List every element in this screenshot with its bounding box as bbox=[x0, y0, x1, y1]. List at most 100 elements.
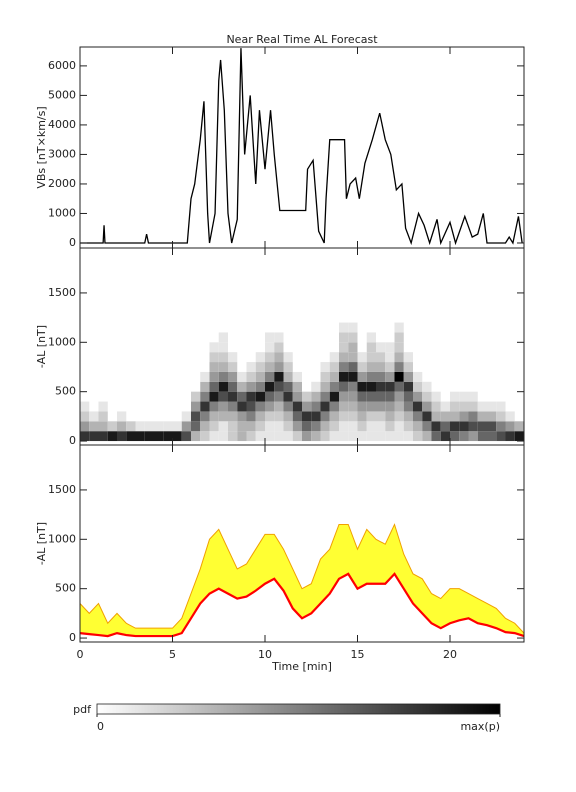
heat-cell bbox=[348, 381, 358, 392]
heat-cell bbox=[107, 421, 117, 432]
heat-cell bbox=[329, 391, 339, 402]
heat-cell bbox=[98, 401, 108, 412]
heat-cell bbox=[218, 342, 228, 353]
heat-cell bbox=[348, 401, 358, 412]
heat-cell bbox=[181, 431, 191, 442]
heat-cell bbox=[403, 401, 413, 412]
heat-cell bbox=[200, 381, 210, 392]
y-tick-label: 6000 bbox=[48, 59, 76, 72]
heat-cell bbox=[126, 431, 136, 442]
heat-cell bbox=[357, 371, 367, 382]
heat-cell bbox=[468, 411, 478, 422]
heat-cell bbox=[468, 401, 478, 412]
heat-cell bbox=[98, 421, 108, 432]
y-tick-label: 4000 bbox=[48, 118, 76, 131]
heat-cell bbox=[255, 421, 265, 432]
heat-cell bbox=[274, 411, 284, 422]
heat-cell bbox=[496, 421, 506, 432]
heat-cell bbox=[246, 371, 256, 382]
heat-cell bbox=[246, 431, 256, 442]
heat-cell bbox=[413, 401, 423, 412]
heat-cell bbox=[487, 401, 497, 412]
heat-cell bbox=[283, 401, 293, 412]
heat-cell bbox=[487, 421, 497, 432]
y-tick-label: 1000 bbox=[48, 335, 76, 348]
heat-cell bbox=[348, 391, 358, 402]
heat-cell bbox=[376, 421, 386, 432]
heat-cell bbox=[209, 362, 219, 372]
heat-cell bbox=[496, 401, 506, 412]
heat-cell bbox=[431, 421, 441, 432]
heat-cell bbox=[218, 421, 228, 432]
heat-cell bbox=[218, 401, 228, 412]
y-tick-label: 2000 bbox=[48, 177, 76, 190]
heat-cell bbox=[320, 362, 330, 372]
heat-cell bbox=[431, 431, 441, 442]
heat-cell bbox=[477, 421, 487, 432]
heat-cell bbox=[209, 401, 219, 412]
heat-cell bbox=[339, 411, 349, 422]
heat-cell bbox=[487, 431, 497, 442]
heat-cell bbox=[339, 371, 349, 382]
heat-cell bbox=[514, 421, 524, 432]
heat-cell bbox=[292, 431, 302, 442]
heat-cell bbox=[302, 391, 312, 402]
heat-cell bbox=[154, 421, 164, 432]
colorbar bbox=[96, 703, 501, 715]
heat-cell bbox=[403, 362, 413, 372]
heat-cell bbox=[181, 411, 191, 422]
heat-cell bbox=[496, 411, 506, 422]
heat-cell bbox=[376, 362, 386, 372]
heat-cell bbox=[228, 401, 238, 412]
x-tick-label: 0 bbox=[77, 648, 84, 661]
heat-cell bbox=[403, 352, 413, 363]
heat-cell bbox=[357, 401, 367, 412]
heat-cell bbox=[320, 391, 330, 402]
heat-cell bbox=[357, 421, 367, 432]
heat-cell bbox=[339, 431, 349, 442]
heat-cell bbox=[394, 421, 404, 432]
heat-cell bbox=[394, 381, 404, 392]
heat-cell bbox=[440, 431, 450, 442]
heat-cell bbox=[348, 362, 358, 372]
heat-cell bbox=[181, 421, 191, 432]
heat-cell bbox=[209, 381, 219, 392]
heat-cell bbox=[422, 431, 432, 442]
heat-cell bbox=[246, 391, 256, 402]
x-tick-label: 10 bbox=[258, 648, 272, 661]
heat-cell bbox=[329, 411, 339, 422]
heat-cell bbox=[357, 391, 367, 402]
heat-cell bbox=[80, 401, 90, 412]
heat-cell bbox=[274, 342, 284, 353]
heat-cell bbox=[431, 411, 441, 422]
heat-cell bbox=[292, 381, 302, 392]
heat-cell bbox=[385, 411, 395, 422]
heat-cell bbox=[191, 401, 201, 412]
heat-cell bbox=[107, 431, 117, 442]
y-axis-label: -AL [nT] bbox=[35, 522, 48, 565]
heat-cell bbox=[163, 431, 173, 442]
heat-cell bbox=[450, 411, 460, 422]
plot-area bbox=[80, 48, 523, 246]
heat-cell bbox=[246, 401, 256, 412]
heat-cell bbox=[311, 421, 321, 432]
heat-cell bbox=[385, 381, 395, 392]
heat-cell bbox=[228, 362, 238, 372]
heat-cell bbox=[255, 371, 265, 382]
heat-cell bbox=[292, 391, 302, 402]
heat-cell bbox=[403, 411, 413, 422]
heat-cell bbox=[218, 362, 228, 372]
heat-cell bbox=[431, 401, 441, 412]
heat-cell bbox=[265, 421, 275, 432]
heat-cell bbox=[200, 431, 210, 442]
heat-cell bbox=[135, 421, 145, 432]
heat-cell bbox=[191, 411, 201, 422]
heat-cell bbox=[385, 362, 395, 372]
heat-cell bbox=[422, 421, 432, 432]
heat-cell bbox=[237, 401, 247, 412]
heat-cell bbox=[144, 421, 154, 432]
heat-cell bbox=[89, 431, 99, 442]
heat-cell bbox=[329, 421, 339, 432]
heat-cell bbox=[209, 342, 219, 353]
heat-cell bbox=[394, 401, 404, 412]
